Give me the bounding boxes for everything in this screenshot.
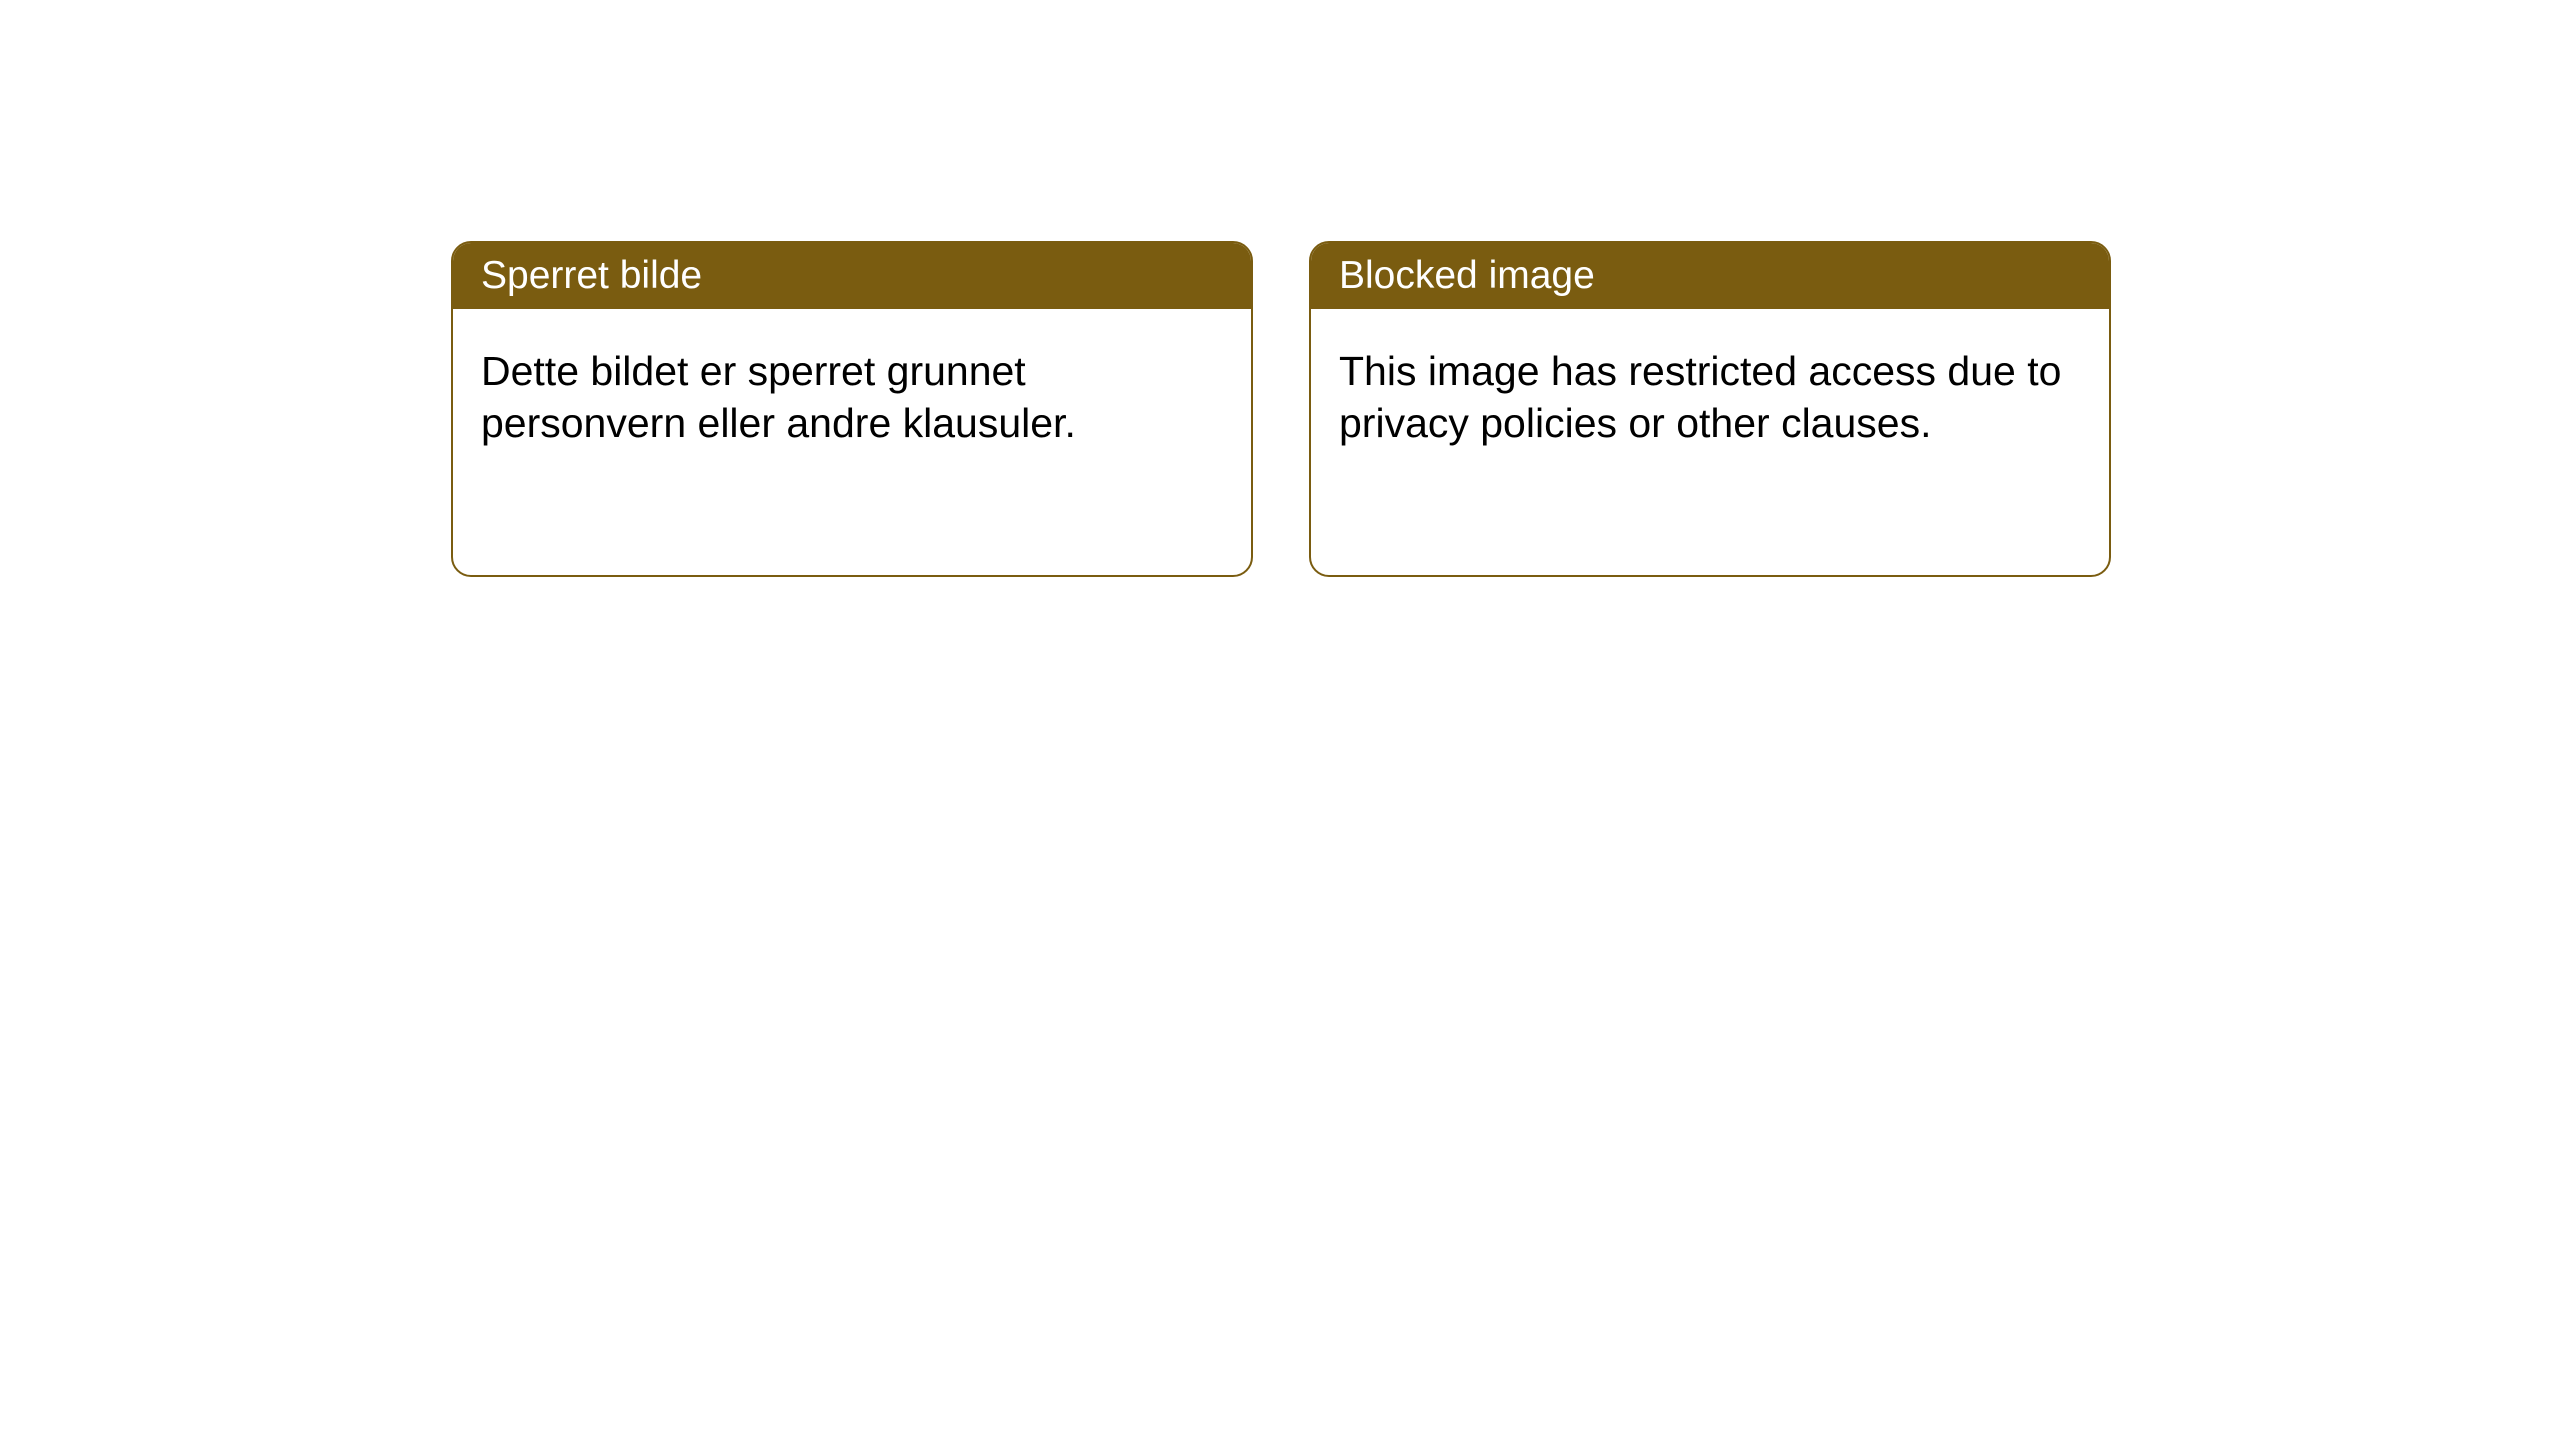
notice-cards-container: Sperret bilde Dette bildet er sperret gr… [451,241,2560,577]
card-body-norwegian: Dette bildet er sperret grunnet personve… [453,309,1251,486]
card-message-english: This image has restricted access due to … [1339,348,2061,446]
card-message-norwegian: Dette bildet er sperret grunnet personve… [481,348,1076,446]
card-header-english: Blocked image [1311,243,2109,309]
notice-card-english: Blocked image This image has restricted … [1309,241,2111,577]
card-body-english: This image has restricted access due to … [1311,309,2109,486]
notice-card-norwegian: Sperret bilde Dette bildet er sperret gr… [451,241,1253,577]
card-title-english: Blocked image [1339,254,1595,297]
card-title-norwegian: Sperret bilde [481,254,702,297]
card-header-norwegian: Sperret bilde [453,243,1251,309]
